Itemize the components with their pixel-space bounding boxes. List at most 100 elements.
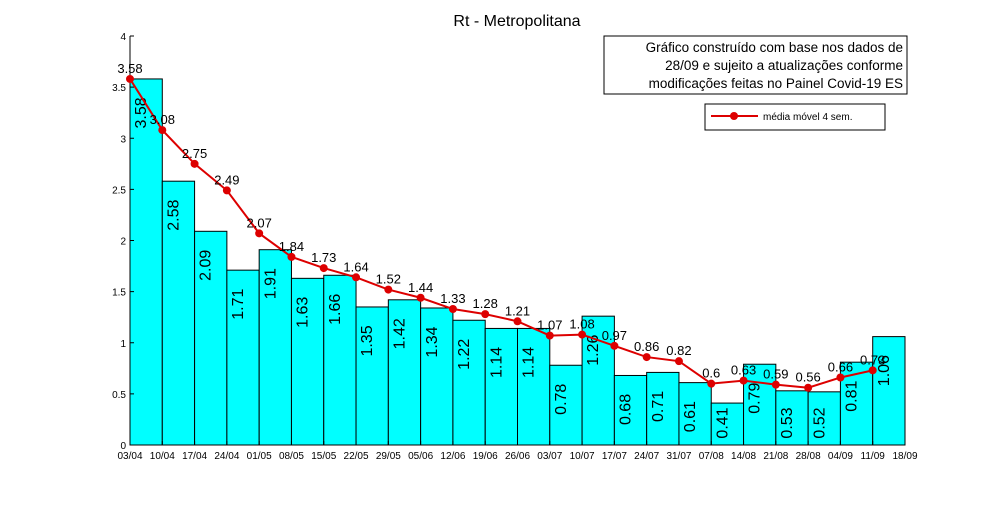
x-tick-label: 11/09 [861,451,886,462]
x-tick-label: 17/04 [182,451,207,462]
bar-value-label: 0.79 [747,383,764,414]
line-point-1 [158,126,167,135]
bar-value-label: 1.14 [521,347,538,378]
bar-3 [226,269,260,446]
bar-value-label: 1.34 [424,326,441,357]
line-value-label: 0.56 [795,370,820,385]
bar-20 [775,390,809,446]
x-tick-label: 03/04 [117,451,142,462]
line-value-label: 1.44 [408,280,433,295]
y-tick-label: 1 [120,339,126,350]
x-tick-label: 28/08 [796,451,821,462]
x-tick-label: 08/05 [279,451,304,462]
bar-value-label: 1.71 [230,288,247,319]
line-value-label: 1.08 [569,317,594,332]
bar-value-label: 3.58 [133,97,150,128]
x-tick-label: 01/05 [247,451,272,462]
bar-value-label: 0.61 [682,401,699,432]
note-line-2: 28/09 e sujeito a atualizações conforme [665,58,903,73]
bar-23 [872,336,906,446]
line-value-label: 2.75 [182,146,207,161]
bar-value-label: 1.26 [585,334,602,365]
x-tick-label: 26/06 [505,451,530,462]
bar-value-label: 1.42 [391,318,408,349]
x-tick-label: 24/07 [634,451,659,462]
line-point-20 [771,380,780,389]
x-tick-label: 10/04 [150,451,175,462]
bar-0 [129,78,163,446]
line-point-22 [836,373,845,382]
line-point-12 [513,317,522,326]
y-tick-label: 3.5 [112,83,126,94]
bar-value-label: 0.78 [553,384,570,415]
line-point-23 [868,366,877,375]
bar-value-label: 0.68 [618,394,635,425]
line-value-label: 2.07 [247,215,272,230]
line-value-label: 2.49 [214,172,239,187]
line-point-8 [384,285,393,294]
x-tick-label: 31/07 [666,451,691,462]
x-tick-label: 22/05 [344,451,369,462]
line-point-2 [190,159,199,168]
line-point-3 [222,186,231,195]
x-tick-label: 18/09 [892,451,917,462]
bar-1 [161,180,196,446]
x-tick-label: 12/06 [440,451,465,462]
line-point-17 [674,357,683,366]
line-point-6 [319,264,328,273]
line-point-10 [448,305,457,314]
bar-6 [323,274,357,446]
line-value-label: 0.59 [763,367,788,382]
line-value-label: 3.58 [117,61,142,76]
line-point-4 [255,229,264,238]
bar-value-label: 2.58 [165,200,182,231]
y-tick-label: 0 [120,441,126,452]
x-tick-label: 24/04 [214,451,239,462]
line-value-label: 0.66 [828,360,853,375]
line-value-label: 0.6 [702,366,720,381]
line-value-label: 0.63 [731,363,756,378]
line-value-label: 1.21 [505,303,530,318]
bar-16 [646,371,680,446]
x-tick-label: 04/09 [828,451,853,462]
bar-value-label: 1.66 [327,294,344,325]
x-tick-label: 19/06 [473,451,498,462]
line-point-0 [126,74,134,83]
y-tick-label: 1.5 [112,288,126,299]
bar-18 [710,402,745,446]
bar-21 [807,391,841,446]
line-value-label: 0.73 [860,352,885,367]
line-value-label: 1.73 [311,250,336,265]
bar-14 [581,315,615,446]
line-point-9 [416,293,425,302]
y-tick-label: 3 [120,134,126,145]
legend-label: média móvel 4 sem. [763,112,852,123]
chart-title: Rt - Metropolitana [453,13,580,30]
line-point-7 [352,273,361,282]
line-point-5 [287,252,296,261]
bar-2 [194,230,228,446]
line-value-label: 3.08 [150,112,175,127]
x-tick-label: 15/05 [311,451,336,462]
x-tick-label: 05/06 [408,451,433,462]
bar-value-label: 1.63 [295,297,312,328]
legend-marker [730,112,738,120]
note-line-3: modificações feitas no Painel Covid-19 E… [649,76,903,91]
bar-value-label: 1.14 [488,347,505,378]
bar-value-label: 0.41 [714,407,731,438]
note-box: Gráfico construído com base nos dados de… [603,35,908,95]
x-tick-label: 17/07 [602,451,627,462]
line-point-11 [481,310,490,319]
line-value-label: 0.86 [634,339,659,354]
x-tick-label: 21/08 [763,451,788,462]
line-point-21 [804,383,813,392]
line-point-19 [739,376,748,385]
x-tick-label: 07/08 [699,451,724,462]
x-tick-label: 14/08 [731,451,756,462]
bar-8 [387,299,422,446]
line-point-13 [545,331,554,340]
y-tick-label: 4 [120,32,126,43]
line-point-18 [707,379,716,388]
